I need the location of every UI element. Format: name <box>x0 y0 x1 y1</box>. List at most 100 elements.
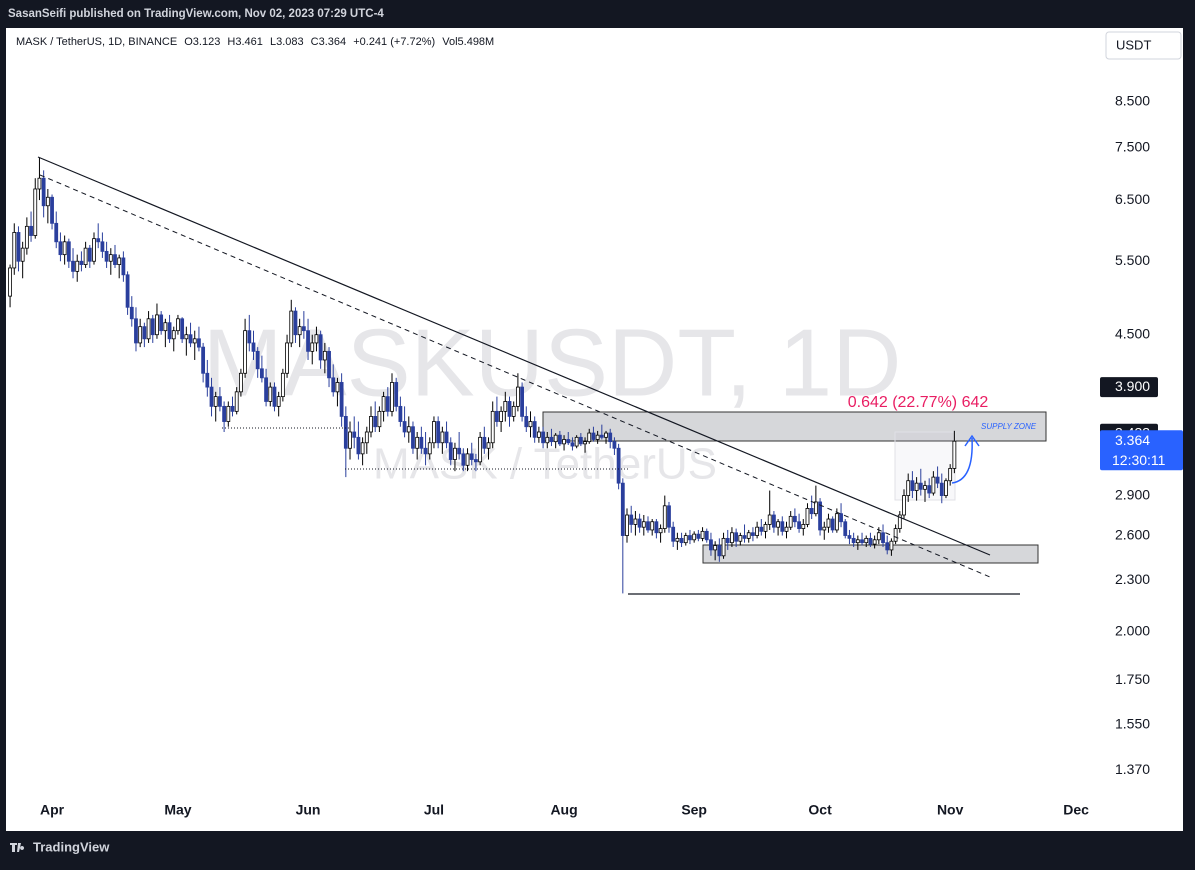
candle-body <box>797 521 801 529</box>
currency-button-box[interactable] <box>1105 31 1182 60</box>
candle-body <box>713 545 718 551</box>
y-tick-label: 6.500 <box>1115 191 1150 207</box>
x-tick-label: Jul <box>424 802 444 818</box>
candle-body <box>704 530 709 541</box>
candle-body <box>176 318 180 332</box>
candle-body <box>20 247 25 262</box>
legend: MASK / TetherUS, 1D, BINANCE O3.123 H3.4… <box>16 36 494 48</box>
candle-body <box>171 330 176 340</box>
candle-body <box>620 482 625 536</box>
candle-body <box>515 386 520 407</box>
candle-body <box>440 431 445 444</box>
brand[interactable]: TradingView <box>10 839 110 854</box>
candle-body <box>910 480 915 491</box>
candle-body <box>604 432 608 438</box>
candle-body <box>700 530 705 539</box>
candle-body <box>188 334 193 344</box>
candle-body <box>92 238 96 262</box>
candle-body <box>45 196 50 207</box>
candle-body <box>276 396 281 407</box>
candle-body <box>541 431 545 444</box>
legend-low: L3.083 <box>270 36 304 48</box>
candle-body <box>545 436 550 444</box>
candle-body <box>893 528 898 542</box>
candle-body <box>297 326 302 336</box>
candle-body <box>822 526 827 531</box>
candle-body <box>868 537 873 545</box>
candle-body <box>557 434 562 445</box>
candle-body <box>843 521 848 536</box>
candle-body <box>322 350 327 361</box>
candle-body <box>813 501 818 515</box>
candle-body <box>138 326 143 344</box>
candle-body <box>860 539 864 544</box>
candle-body <box>134 318 138 344</box>
candle-body <box>108 254 113 262</box>
candle-body <box>117 257 122 265</box>
candle-body <box>583 441 587 445</box>
candle-body <box>461 453 466 466</box>
candle-body <box>772 514 776 528</box>
candle-body <box>927 485 932 494</box>
x-tick-label: Dec <box>1063 802 1089 818</box>
candle-body <box>671 526 676 542</box>
x-tick-label: Oct <box>808 802 832 818</box>
candle-body <box>478 436 483 463</box>
candle-body <box>37 177 42 190</box>
chart-pane <box>6 28 1183 831</box>
candle-body <box>763 524 768 532</box>
candle-body <box>327 350 331 379</box>
candle-body <box>268 386 273 402</box>
candle-body <box>562 439 566 445</box>
candle-body <box>826 518 831 528</box>
currency-label[interactable]: USDT <box>1116 37 1151 52</box>
legend-volume: Vol5.498M <box>442 36 494 48</box>
zone-label: SUPPLY ZONE <box>981 422 1037 431</box>
candle-body <box>150 318 155 336</box>
arrow <box>951 437 973 484</box>
candle-body <box>415 436 420 449</box>
symbol-info: MASK / TetherUS, 1D, BINANCE <box>16 36 177 48</box>
candle-body <box>251 342 256 352</box>
candle-body <box>759 526 764 532</box>
brand-logo[interactable] <box>10 843 25 852</box>
candle-body <box>578 436 583 445</box>
watermark-name: MASK / TetherUS <box>373 440 717 489</box>
candle-body <box>318 334 323 361</box>
candle-body <box>432 421 436 444</box>
candle-body <box>520 386 524 417</box>
candle-body <box>255 350 260 370</box>
candle-body <box>155 314 159 336</box>
candle-body <box>625 514 629 536</box>
candle-body <box>746 532 751 539</box>
candle-body <box>801 524 806 529</box>
candle-body <box>293 310 298 336</box>
brand-name[interactable]: TradingView <box>33 839 110 854</box>
candle-body <box>352 431 357 438</box>
candle-body <box>495 410 499 422</box>
candle-body <box>24 225 29 249</box>
candle-body <box>146 318 151 340</box>
candle-body <box>264 377 268 402</box>
candle-body <box>205 372 210 388</box>
watermark: MASKUSDT, 1D MASK / TetherUS <box>203 309 902 488</box>
currency-button[interactable]: USDT <box>1105 31 1182 60</box>
legend-high: H3.461 <box>227 36 262 48</box>
candle-body <box>474 459 478 463</box>
y-tick-label: 1.370 <box>1115 761 1150 777</box>
publisher: SasanSeifi published on TradingView.com,… <box>8 8 384 20</box>
candle-body <box>335 382 340 393</box>
candle-body <box>163 322 168 332</box>
candle-body <box>129 306 134 320</box>
candle-body <box>436 421 441 444</box>
candle-body <box>612 441 617 449</box>
candle-body <box>692 533 697 541</box>
candle-body <box>234 391 239 412</box>
candle-body <box>608 432 613 443</box>
candle-body <box>805 508 810 525</box>
candle-body <box>902 495 906 516</box>
candle-body <box>897 514 902 529</box>
y-tick-label: 2.300 <box>1115 571 1150 587</box>
